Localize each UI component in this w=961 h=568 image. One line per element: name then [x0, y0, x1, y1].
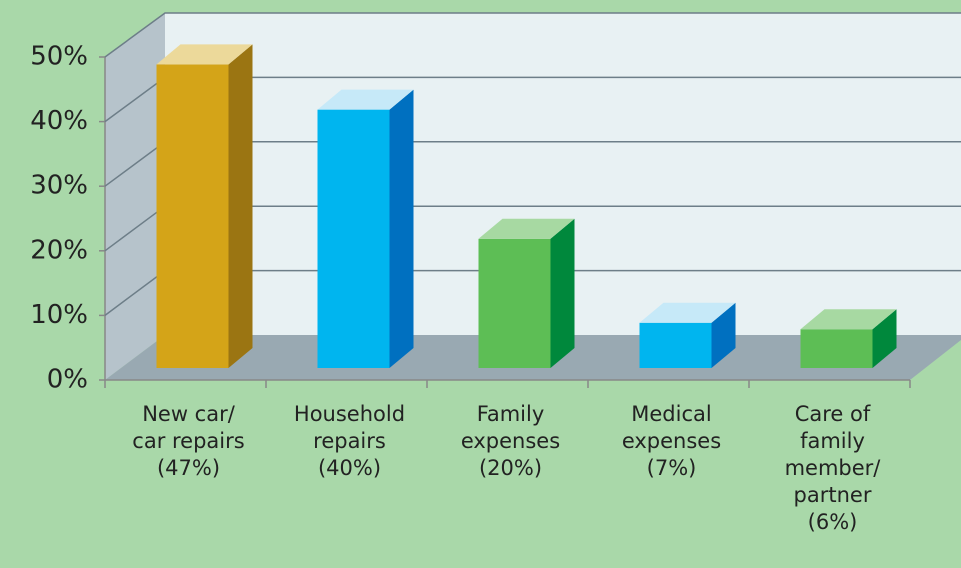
x-tick-label: New car/ — [142, 402, 236, 426]
y-tick-label: 10% — [30, 300, 88, 330]
bar-side — [228, 44, 253, 368]
bar-top — [478, 218, 575, 239]
bar-side — [872, 309, 897, 368]
x-tick-label: partner — [794, 483, 872, 507]
y-tick-label: 0% — [47, 365, 88, 395]
bar-front — [156, 64, 229, 368]
side-wall — [105, 13, 165, 380]
bar-front — [317, 109, 390, 368]
x-tick-label: Family — [477, 402, 545, 426]
bar-top — [156, 44, 253, 65]
x-tick-label: (7%) — [647, 456, 697, 480]
bar-front — [800, 329, 873, 368]
y-tick-label: 50% — [30, 42, 88, 72]
bar-side — [550, 218, 575, 368]
bar-side — [389, 89, 414, 368]
x-tick-label: member/ — [785, 456, 882, 480]
bar-front — [639, 322, 712, 368]
x-tick-label: Care of — [795, 402, 871, 426]
grid-line — [104, 12, 961, 58]
bar-front — [478, 238, 551, 368]
y-tick-label: 30% — [30, 171, 88, 201]
bar-side — [711, 302, 736, 368]
x-tick-label: repairs — [313, 429, 386, 453]
x-tick-label: Household — [294, 402, 405, 426]
bar-top — [317, 89, 414, 110]
x-tick-label: (40%) — [318, 456, 381, 480]
x-tick-label: (6%) — [808, 510, 858, 534]
x-tick-label: (47%) — [157, 456, 220, 480]
bar-top — [639, 302, 736, 323]
x-tick-label: Medical — [631, 402, 711, 426]
x-tick-label: expenses — [461, 429, 560, 453]
y-tick-label: 20% — [30, 235, 88, 265]
y-tick-label: 40% — [30, 106, 88, 136]
x-tick-label: expenses — [622, 429, 721, 453]
x-tick-label: car repairs — [132, 429, 244, 453]
bar-top — [800, 309, 897, 330]
x-tick-label: family — [800, 429, 865, 453]
x-tick-label: (20%) — [479, 456, 542, 480]
